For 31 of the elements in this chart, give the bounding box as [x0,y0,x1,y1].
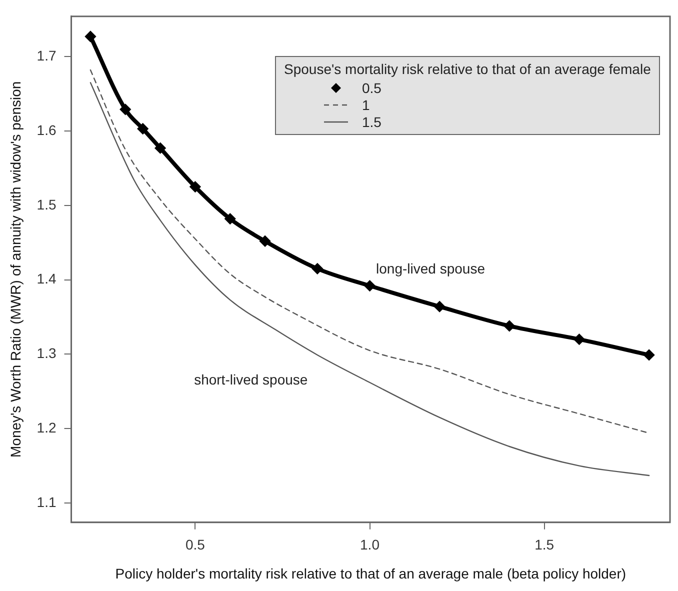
y-tick-label: 1.5 [36,196,56,212]
legend-title: Spouse's mortality risk relative to that of an average female [284,61,651,78]
annotation: short-lived spouse [194,372,308,388]
point [120,104,130,114]
y-axis-title: Money's Worth Ratio (MWR) of annuity with widow's pension [7,81,24,458]
point [138,124,148,134]
point [190,182,200,192]
point [312,264,322,274]
annotation: long-lived spouse [376,260,486,276]
y-tick-label: 1.3 [36,345,56,362]
point [364,280,375,291]
legend-label: 1.5 [362,114,382,130]
point [644,350,654,360]
legend-label: 1 [362,96,370,113]
point [155,143,166,154]
y-tick-label: 1.1 [36,494,56,510]
x-tick-label: 1.5 [534,536,554,553]
y-tick-label: 1.7 [36,47,56,64]
point [504,320,514,331]
x-tick-label: 1.0 [360,536,380,553]
y-tick-label: 1.6 [36,122,56,138]
point [225,214,236,224]
point [260,236,270,246]
x-axis-title: Policy holder's mortality risk relative to that of an average male (beta policy holder) [115,565,626,582]
point [85,31,96,42]
legend-label: 0.5 [362,80,382,96]
point [434,302,445,312]
x-tick-label: 0.5 [185,536,206,553]
y-tick-label: 1.2 [36,420,56,436]
point [574,334,584,344]
y-tick-label: 1.4 [36,270,56,287]
